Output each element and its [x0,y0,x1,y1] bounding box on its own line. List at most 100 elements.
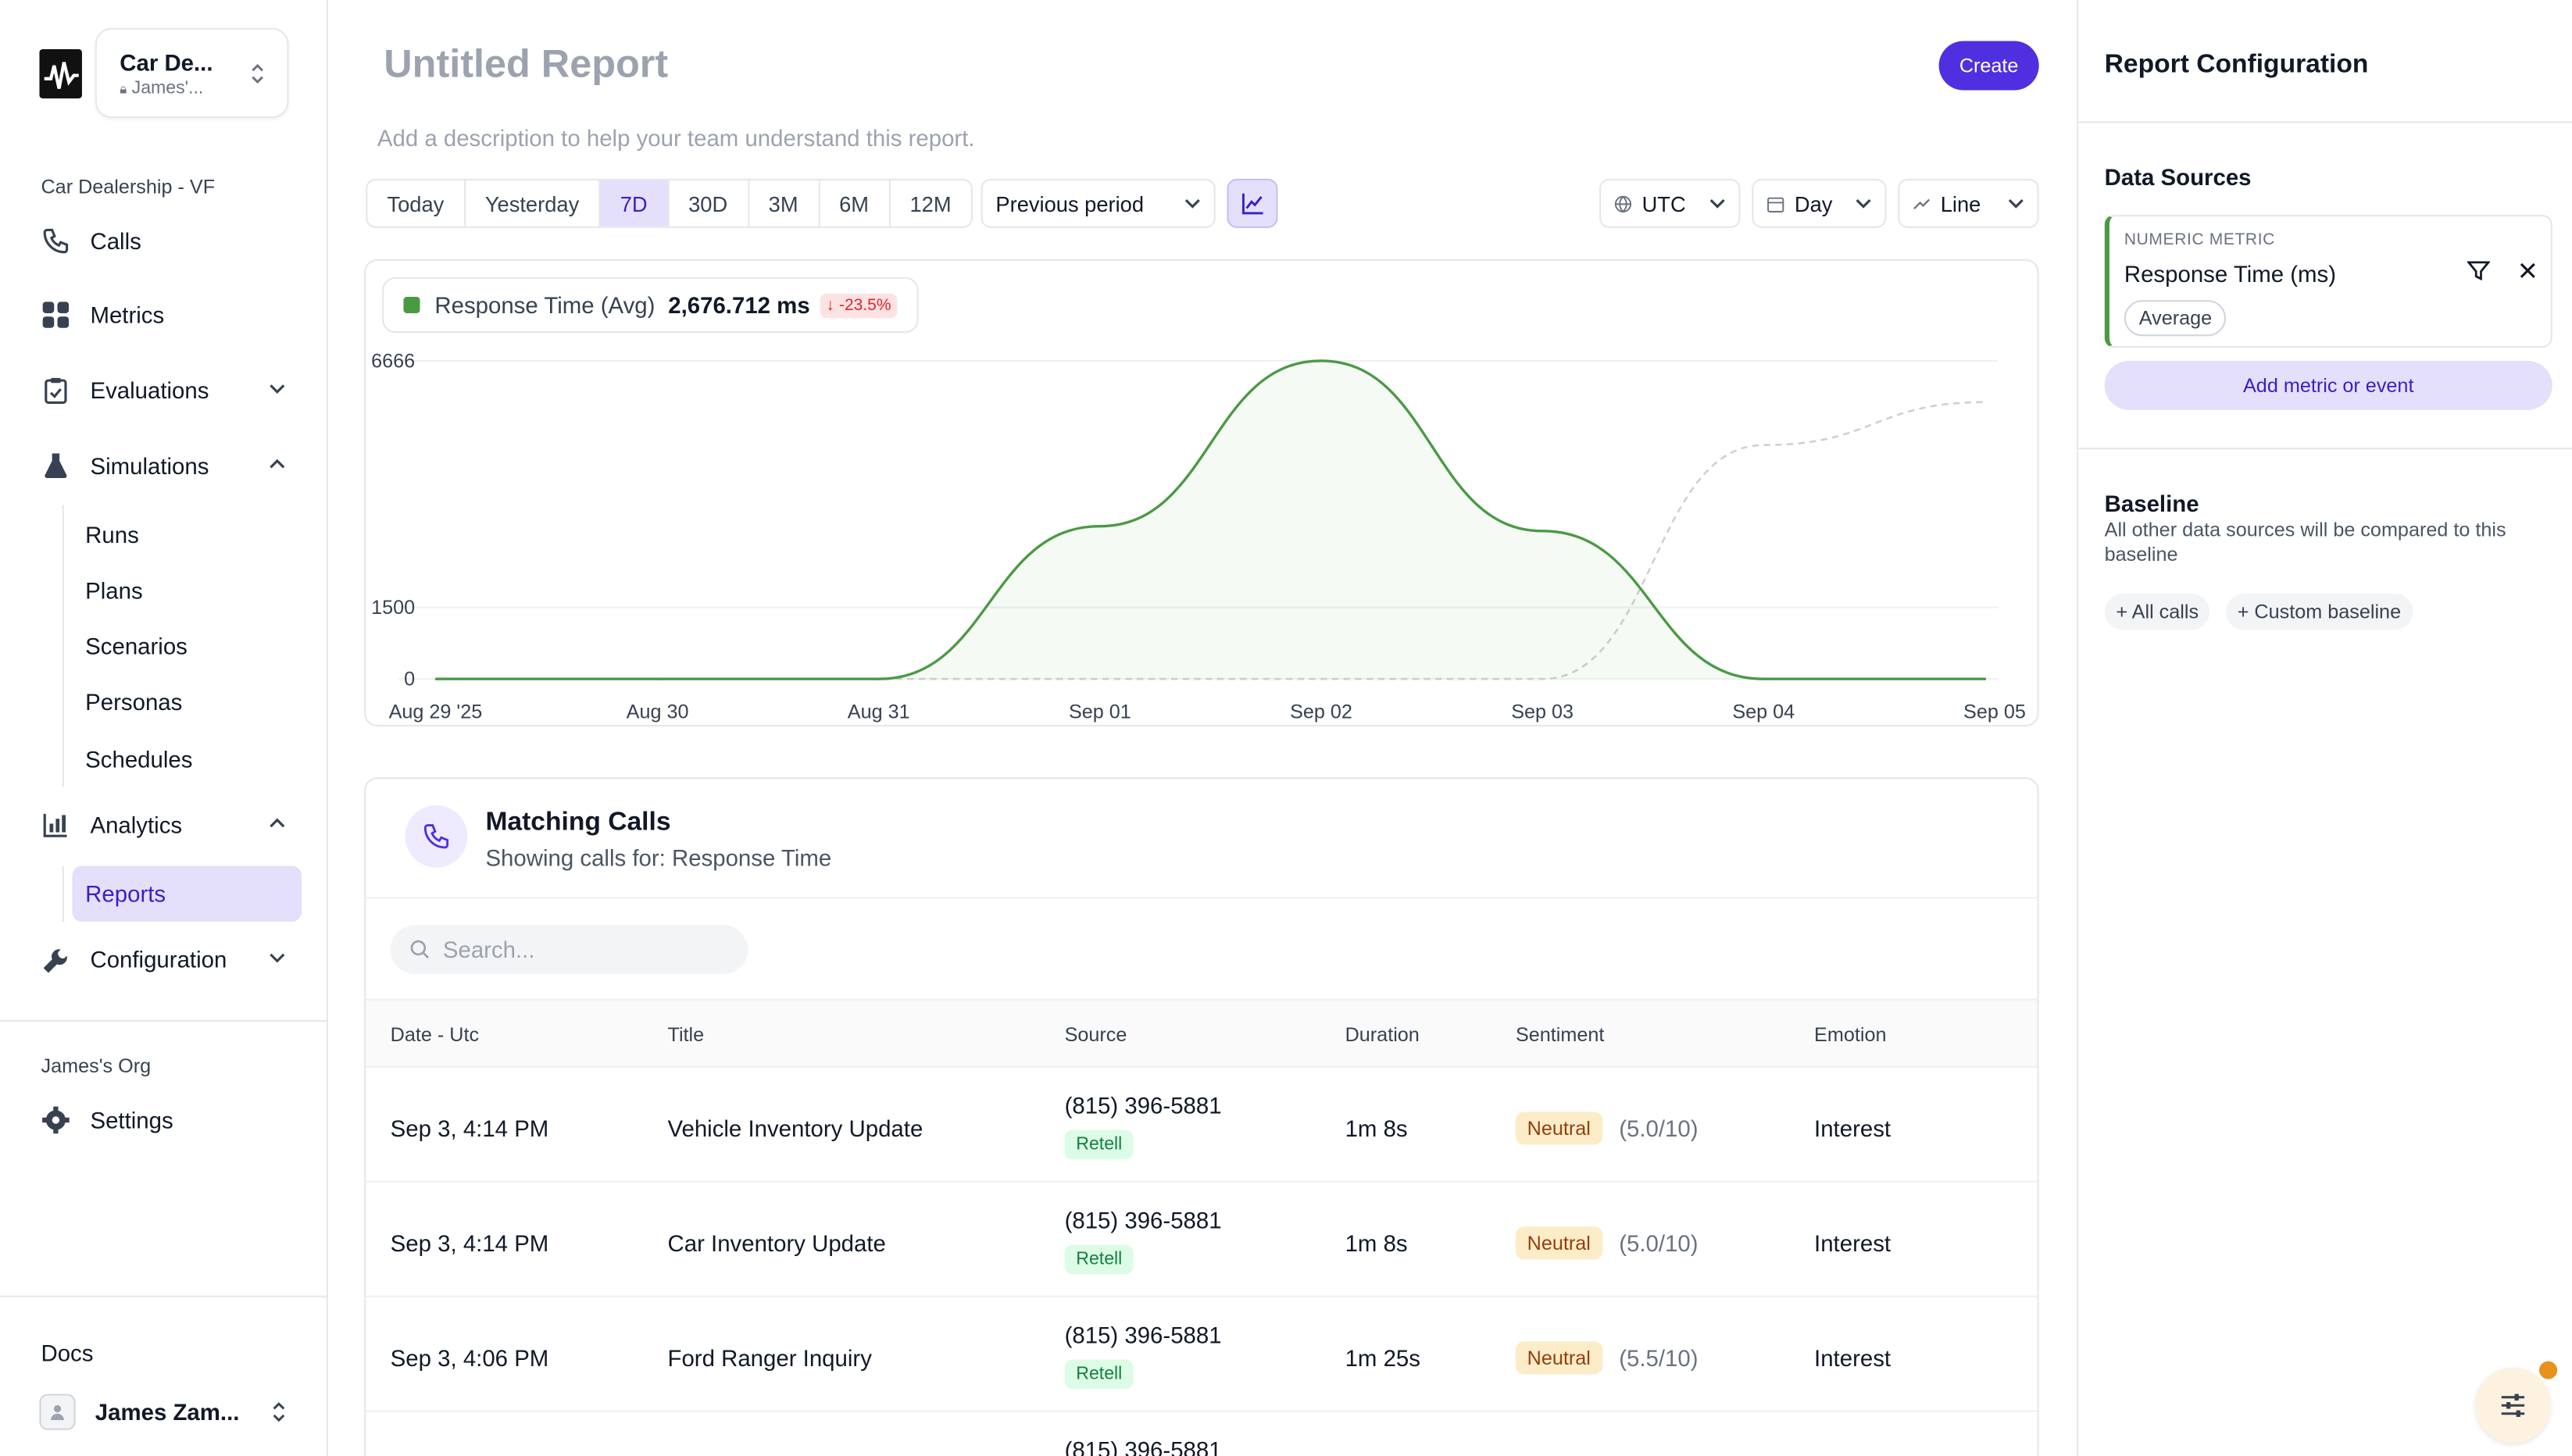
sidebar-divider [0,1019,327,1022]
chart-card: 0 1500 6666 Aug 29 '25 Aug 30 Aug 31 Sep 01 Sep… [364,259,2039,727]
range-7d[interactable]: 7D [600,180,669,227]
range-today[interactable]: Today [367,180,466,227]
chevron-down-icon [1184,199,1200,209]
series-area [436,360,1985,680]
gear-icon [39,1104,72,1137]
sub-nav-reports[interactable]: Reports [85,880,166,908]
line-chart: 0 1500 6666 Aug 29 '25 Aug 30 Aug 31 Sep 01 Sep… [371,350,2026,723]
create-button[interactable]: Create [1938,41,2039,91]
col-title[interactable]: Title [667,1023,705,1047]
notification-dot [2539,1361,2558,1379]
sentiment-badge: Neutral [1515,1112,1602,1145]
cell-duration: 1m 25s [1345,1344,1421,1372]
chevron-up-icon [270,818,285,828]
report-config-panel: Report Configuration Data Sources NUMERI… [2076,0,2572,1456]
cell-phone: (815) 396-5881 [1064,1322,1222,1348]
sliders-icon [2501,1394,2525,1417]
baseline-all-calls-chip[interactable]: + All calls [2104,594,2210,630]
sub-nav-runs[interactable]: Runs [85,521,139,548]
nav-settings[interactable]: Settings [39,1092,302,1147]
baseline-description: All other data sources will be compared … [2104,518,2506,566]
nav-calls[interactable]: Calls [39,213,302,269]
timezone-dropdown[interactable]: UTC [1599,178,1741,228]
chevron-updown-icon [273,1402,285,1422]
user-name: James Zam... [95,1398,240,1426]
col-duration[interactable]: Duration [1345,1023,1420,1047]
sub-nav-schedules[interactable]: Schedules [85,746,193,773]
sub-nav-plans[interactable]: Plans [85,577,143,604]
chart-view-toggle[interactable] [1227,178,1278,228]
sub-nav-line [62,505,64,787]
calls-header: Matching Calls Showing calls for: Respon… [366,779,2038,899]
nav-configuration[interactable]: Configuration [39,932,302,987]
cell-date: Sep 3, 4:14 PM [390,1229,549,1257]
cell-date: Sep 3, 4:14 PM [390,1115,549,1142]
comparison-dropdown[interactable]: Previous period [981,178,1216,228]
legend-swatch [403,297,420,314]
wrench-icon [39,943,72,976]
table-row[interactable]: (815) 396-5881 [366,1412,2037,1456]
user-menu[interactable]: James Zam... [39,1390,302,1433]
nav-analytics[interactable]: Analytics [39,797,302,852]
table-row[interactable]: Sep 3, 4:14 PM Vehicle Inventory Update … [366,1068,2038,1183]
globe-icon [1614,194,1632,212]
data-source-card[interactable]: NUMERIC METRIC Response Time (ms) Averag… [2104,215,2552,348]
search-placeholder: Search... [442,936,535,963]
range-yesterday[interactable]: Yesterday [466,180,601,227]
nav-simulations-label: Simulations [90,452,209,480]
source-badge: Retell [1064,1244,1134,1275]
clipboard-check-icon [39,374,72,407]
range-3m[interactable]: 3M [748,180,820,227]
sub-nav-personas[interactable]: Personas [85,688,183,716]
nav-configuration-label: Configuration [90,946,227,973]
nav-metrics-label: Metrics [90,302,165,328]
chart-style-dropdown[interactable]: Line [1898,178,2039,228]
config-title: Report Configuration [2104,51,2369,79]
cell-phone: (815) 396-5881 [1064,1092,1222,1119]
baseline-custom-chip[interactable]: + Custom baseline [2226,594,2413,630]
add-metric-button[interactable]: Add metric or event [2104,360,2552,410]
docs-link[interactable]: Docs [41,1340,94,1366]
col-sentiment[interactable]: Sentiment [1515,1023,1605,1047]
trend-icon [1913,198,1931,209]
legend-label: Response Time (Avg) [434,291,656,319]
settings-fab[interactable] [2475,1367,2551,1444]
source-metric: Response Time (ms) [2124,260,2337,287]
col-source[interactable]: Source [1064,1023,1127,1047]
table-row[interactable]: Sep 3, 4:14 PM Car Inventory Update (815… [366,1183,2038,1297]
report-title-input[interactable]: Untitled Report [384,42,669,87]
close-icon[interactable] [2518,261,2538,280]
x-tick-label: Sep 05 [1963,701,2026,723]
chevron-up-icon [270,459,285,469]
table-row[interactable]: Sep 3, 4:06 PM Ford Ranger Inquiry (815)… [366,1297,2038,1412]
calls-subtitle: Showing calls for: Response Time [485,844,832,871]
range-6m[interactable]: 6M [820,180,891,227]
col-emotion[interactable]: Emotion [1814,1023,1887,1047]
org-switcher[interactable]: Car De... 🔒︎ James'... [95,27,289,119]
calls-search-input[interactable]: Search... [390,925,748,975]
aggregation-dropdown[interactable]: Average [2124,300,2227,337]
line-chart-icon [1241,193,1263,215]
granularity-value: Day [1794,191,1833,216]
flask-icon [39,449,72,482]
baseline-heading: Baseline [2104,490,2199,517]
nav-simulations[interactable]: Simulations [39,438,302,494]
timezone-value: UTC [1641,191,1686,216]
range-12m[interactable]: 12M [909,191,952,216]
nav-evaluations[interactable]: Evaluations [39,362,302,418]
col-date[interactable]: Date - Utc [390,1023,480,1047]
y-tick-label: 0 [404,669,415,691]
sub-nav-scenarios[interactable]: Scenarios [85,633,188,659]
granularity-dropdown[interactable]: Day [1752,178,1887,228]
nav-metrics[interactable]: Metrics [39,287,302,342]
org-subtitle: 🔒︎ James'... [120,78,204,98]
series-line [436,359,1985,680]
filter-icon[interactable] [2467,259,2491,282]
range-30d[interactable]: 30D [669,180,749,227]
y-tick-label: 1500 [371,597,415,619]
report-description-input[interactable]: Add a description to help your team unde… [377,124,975,152]
app-logo-icon[interactable] [39,48,82,98]
cell-duration: 1m 8s [1345,1229,1408,1257]
chart-legend-item[interactable]: Response Time (Avg) 2,676.712 ms ↓ -23.5… [382,277,920,334]
chevron-down-icon [270,953,285,963]
